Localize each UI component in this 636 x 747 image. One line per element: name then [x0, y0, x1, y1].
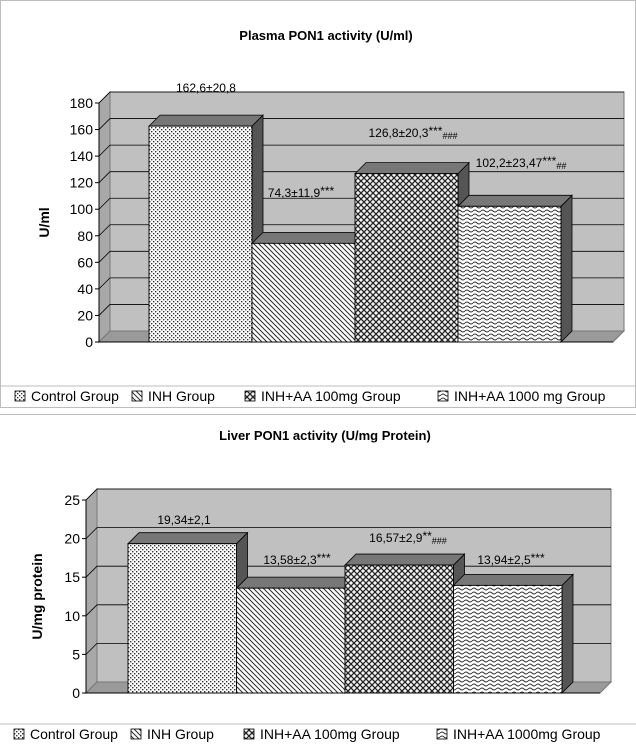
y-tick-label: 80 [77, 228, 93, 244]
legend: Control Group INH Group INH+AA 100mg Group… [0, 723, 636, 742]
liver-chart: Liver PON1 activity (U/mg Protein) 0 5 10 15… [0, 428, 636, 742]
y-tick-label: 180 [70, 95, 94, 111]
bar [457, 194, 573, 343]
legend-label: INH Group [148, 388, 215, 404]
legend-label: Control Group [31, 388, 119, 404]
data-label: 74,3±11,9*** [268, 184, 335, 200]
bar-top [148, 114, 264, 127]
data-label: 13,94±2,5*** [477, 551, 545, 567]
gridline [98, 144, 624, 157]
bar-side [560, 194, 573, 343]
liver-chart-panel: Liver PON1 activity (U/mg Protein) 0 5 10 15… [0, 414, 636, 746]
y-tick-label: 20 [77, 307, 93, 323]
legend-swatch [130, 728, 142, 740]
bar [235, 576, 357, 694]
y-axis-label: U/ml [36, 207, 52, 237]
legend-swatch [14, 390, 26, 402]
gridline [98, 118, 624, 130]
gridline [85, 527, 611, 539]
legend-swatch [243, 728, 255, 740]
bar-top [457, 194, 573, 207]
bar [127, 531, 249, 694]
bar [354, 161, 470, 343]
plasma-chart-panel: Plasma PON1 activity (U/ml) 0 20 40 60 80 100 1… [0, 0, 636, 408]
bar-front [127, 543, 237, 694]
legend-label: INH+AA 1000mg Group [453, 726, 601, 742]
legend-label: Control Group [30, 726, 118, 742]
bar [452, 573, 574, 694]
gridline [98, 91, 624, 104]
legend-swatch [436, 728, 448, 740]
plot-side-wall [98, 90, 111, 344]
legend-label: INH+AA 100mg Group [261, 388, 401, 404]
y-tick-label: 100 [70, 201, 94, 217]
bar-front [453, 584, 563, 694]
bar-side [561, 573, 574, 694]
legend-swatch [437, 390, 449, 402]
y-tick-label: 140 [70, 148, 94, 164]
y-axis-label: U/mg protein [29, 553, 45, 639]
y-tick-label: 5 [72, 646, 80, 662]
data-label: 13,58±2,3*** [263, 551, 331, 567]
data-label: 102,2±23,47***## [476, 154, 567, 171]
bar-top [127, 532, 249, 545]
bar-front [251, 242, 356, 343]
bar [251, 231, 367, 343]
bar-top [344, 553, 466, 566]
bar-top [235, 576, 357, 589]
y-tick-label: 25 [64, 492, 80, 508]
legend-swatch [131, 390, 143, 402]
chart-title: Plasma PON1 activity (U/ml) [239, 28, 412, 43]
legend: Control Group INH Group INH+AA 100mg Group… [1, 385, 636, 404]
bar-top [354, 162, 470, 175]
bar [344, 553, 466, 694]
bar-front [148, 125, 253, 343]
data-label: 162,6±20,8 [176, 81, 236, 95]
y-tick-label: 10 [64, 608, 80, 624]
legend-label: INH+AA 1000 mg Group [454, 388, 606, 404]
legend-label: INH+AA 100mg Group [260, 726, 400, 742]
data-label: 126,8±20,3***### [368, 124, 457, 141]
data-label: 16,57±2,9**### [369, 529, 447, 546]
plot-side-wall [85, 487, 98, 695]
legend-label: INH Group [147, 726, 214, 742]
bar-top [452, 573, 574, 586]
bar-front [354, 173, 459, 343]
y-tick-label: 0 [72, 685, 80, 701]
chart-title: Liver PON1 activity (U/mg Protein) [219, 428, 431, 443]
data-label: 19,34±2,1 [157, 513, 211, 527]
y-tick-label: 20 [64, 531, 80, 547]
y-tick-label: 15 [64, 569, 80, 585]
y-tick-label: 0 [85, 334, 93, 350]
legend-swatch [13, 728, 25, 740]
y-tick-label: 120 [70, 175, 94, 191]
plasma-chart: Plasma PON1 activity (U/ml) 0 20 40 60 80 100 1… [1, 28, 636, 404]
y-tick-label: 60 [77, 254, 93, 270]
legend-swatch [244, 390, 256, 402]
y-tick-label: 40 [77, 281, 93, 297]
bar-front [457, 205, 562, 343]
bar-front [344, 564, 454, 694]
bar-top [251, 231, 367, 244]
bar [148, 114, 264, 343]
y-tick-label: 160 [70, 122, 94, 138]
gridline [85, 488, 611, 501]
bar-front [236, 587, 346, 694]
